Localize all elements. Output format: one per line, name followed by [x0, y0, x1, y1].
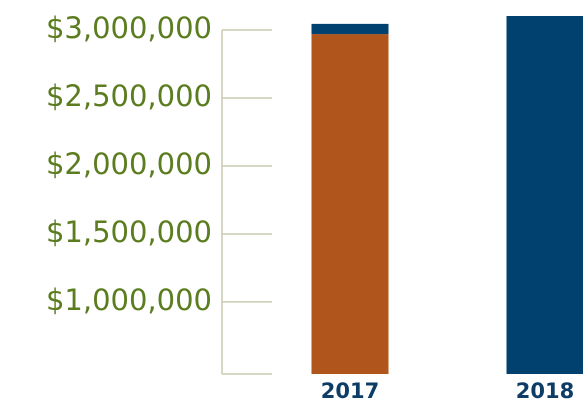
x-tick-label: 2017	[321, 379, 379, 403]
bar-segment	[506, 15, 583, 374]
y-tick-label: $2,500,000	[46, 79, 212, 113]
y-tick-label: $1,500,000	[46, 215, 212, 249]
bar-segment	[311, 34, 389, 375]
y-tick-label: $1,000,000	[46, 283, 212, 317]
x-tick-label: 2018	[516, 379, 574, 403]
y-tick-label: $3,000,000	[46, 11, 212, 45]
bar-segment	[311, 23, 389, 35]
y-tick-label: $2,000,000	[46, 147, 212, 181]
